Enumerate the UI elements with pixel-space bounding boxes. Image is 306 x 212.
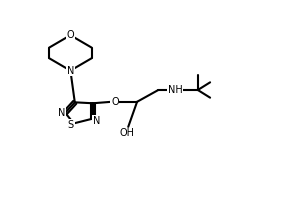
Text: O: O [67,30,74,40]
Text: OH: OH [119,128,134,138]
Text: N: N [67,66,74,76]
Text: N: N [58,108,65,118]
Text: N: N [93,116,100,126]
Text: O: O [111,97,119,107]
Text: S: S [68,120,74,130]
Text: NH: NH [168,85,183,95]
